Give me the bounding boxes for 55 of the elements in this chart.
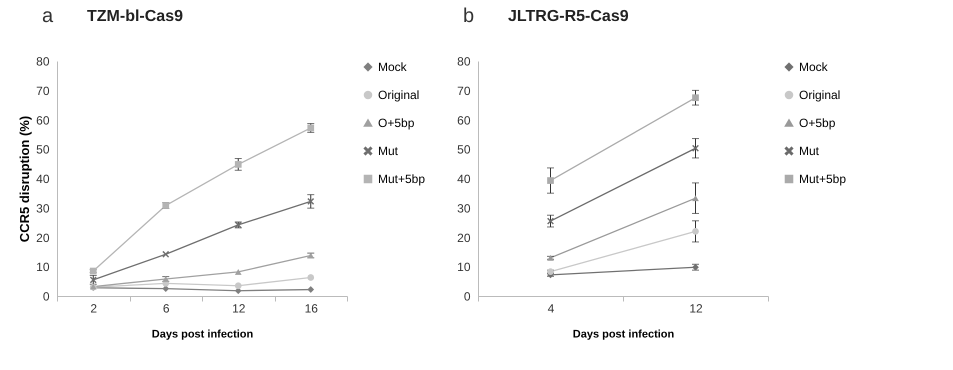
y-tick-label: 80 — [457, 54, 471, 68]
y-tick-label: 40 — [457, 172, 471, 186]
y-tick-label: 50 — [457, 142, 471, 157]
y-tick-label: 30 — [36, 201, 50, 216]
legend-label: Mut — [799, 144, 820, 158]
y-tick-label: 10 — [457, 260, 471, 274]
point — [692, 144, 699, 152]
point — [162, 250, 170, 258]
x-tick-label: 12 — [689, 302, 703, 316]
y-tick-label: 60 — [457, 113, 471, 128]
legend-label: Mock — [799, 60, 829, 74]
y-tick-label: 20 — [457, 230, 471, 245]
text: b — [463, 5, 474, 27]
point — [234, 282, 242, 290]
text: a — [42, 5, 54, 27]
y-tick-label: 70 — [457, 84, 471, 98]
x-tick-label: 4 — [548, 302, 555, 316]
x-tick-label: 12 — [232, 302, 246, 316]
legend-label: Original — [799, 88, 840, 102]
point — [307, 286, 314, 293]
y-tick-label: 0 — [464, 290, 471, 304]
point — [547, 177, 554, 184]
x-axis-title: Days post infection — [572, 328, 675, 340]
legend-label: O+5bp — [799, 116, 836, 130]
y-tick-label: 60 — [36, 113, 50, 128]
y-tick-label: 50 — [36, 142, 50, 157]
y-tick-label: 20 — [36, 230, 50, 245]
point — [692, 94, 699, 102]
point — [307, 274, 314, 281]
chart-title: JLTRG-R5-Cas9 — [508, 8, 629, 25]
point — [234, 161, 242, 168]
y-tick-label: 80 — [36, 54, 50, 68]
x-tick-label: 2 — [90, 302, 98, 316]
legend-label: O+5bp — [378, 116, 415, 130]
x-tick-label: 16 — [304, 302, 318, 316]
point — [692, 228, 699, 235]
x-tick-label: 6 — [162, 302, 170, 316]
legend-label: Mut — [378, 144, 399, 158]
point — [90, 276, 97, 284]
legend-label: Mut+5bp — [799, 172, 846, 186]
chart-title: TZM-bl-Cas9 — [87, 8, 184, 25]
x-axis-title: Days post infection — [152, 328, 254, 340]
y-tick-label: 30 — [457, 201, 471, 216]
y-tick-label: 70 — [36, 84, 50, 98]
point — [547, 268, 554, 275]
y-tick-label: 40 — [36, 172, 50, 186]
legend-label: Mock — [378, 60, 408, 74]
y-axis-title: CCR5 disruption (%) — [17, 116, 32, 242]
point — [307, 198, 314, 205]
legend-label: Original — [378, 88, 420, 102]
legend-label: Mut+5bp — [378, 172, 426, 186]
y-tick-label: 10 — [36, 260, 50, 274]
y-tick-label: 0 — [42, 290, 50, 304]
point — [547, 218, 554, 224]
point — [234, 269, 242, 275]
